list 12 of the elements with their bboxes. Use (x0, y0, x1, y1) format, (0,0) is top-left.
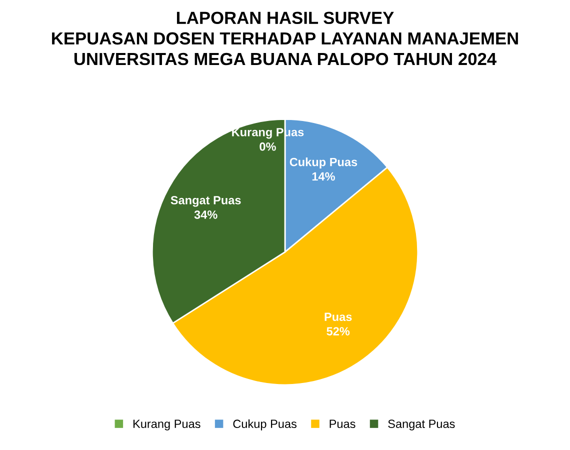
legend-label: Puas (330, 420, 356, 428)
data-label: 14% (312, 172, 335, 181)
legend-label: Sangat Puas (388, 420, 455, 430)
slice-label: Puas (324, 312, 352, 322)
slice-label: Cukup Puas (290, 158, 358, 169)
slice-label: Sangat Puas (170, 196, 241, 207)
chart-title: LAPORAN HASIL SURVEY KEPUASAN DOSEN TERHADAP LAYANAN MANAJEMEN UNIVERSITAS MEGA BUANA PALOPO TAHUN 2024 (52, 12, 518, 66)
text: 0% (260, 142, 276, 151)
legend-label: Cukup Puas (233, 419, 297, 430)
data-label: 52% (326, 327, 350, 336)
legend-label: Kurang Puas (133, 420, 200, 430)
data-label: 34% (194, 210, 218, 219)
